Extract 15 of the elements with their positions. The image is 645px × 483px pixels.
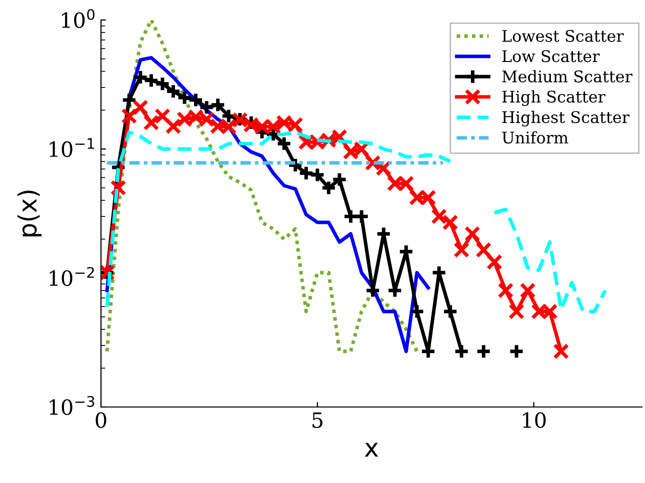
x-tick-label: 10 — [523, 412, 546, 428]
legend-label: Uniform — [502, 131, 568, 144]
y-axis-title: p(x) — [17, 190, 42, 236]
legend-label: High Scatter — [502, 90, 606, 106]
y-tick-label: 10$^{−2}$ — [50, 266, 94, 286]
y-tick-label: 10$^{−3}$ — [50, 396, 94, 416]
x-tick-label: 0 — [96, 412, 106, 428]
x-tick-label: 5 — [312, 412, 322, 428]
legend-label: Low Scatter — [502, 50, 600, 62]
legend-label: Highest Scatter — [502, 110, 630, 126]
legend-label: Medium Scatter — [502, 70, 632, 82]
y-tick-label: 10$^{−1}$ — [50, 138, 94, 158]
y-tick-label: 10$^{0}$ — [62, 8, 94, 28]
x-axis-title: x — [364, 442, 378, 457]
legend-label: Lowest Scatter — [502, 30, 624, 42]
